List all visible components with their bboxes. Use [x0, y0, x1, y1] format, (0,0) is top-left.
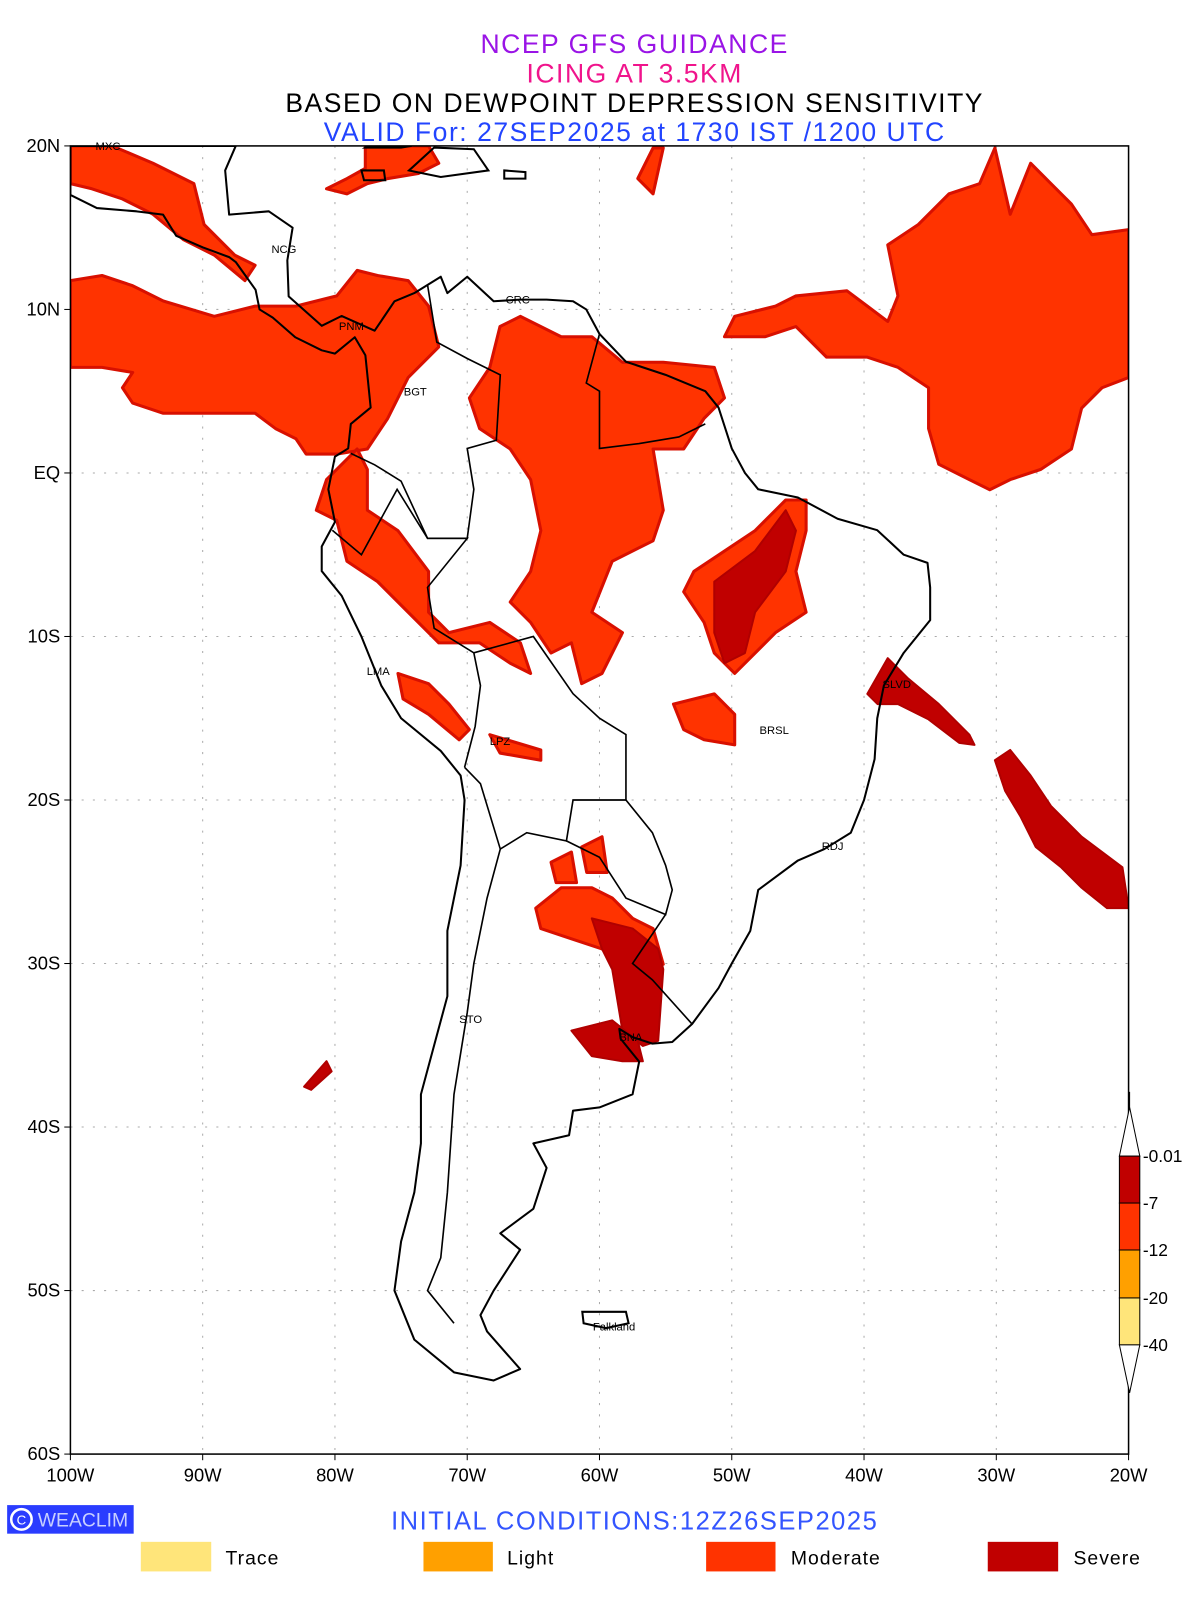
intensity-legend: Trace Light Moderate Severe: [140, 1541, 1141, 1572]
city-label: STO: [459, 1014, 482, 1026]
colorbar-label: -20: [1143, 1288, 1168, 1308]
lon-tick-label: 30W: [977, 1465, 1015, 1486]
legend-label-trace: Trace: [226, 1547, 280, 1569]
moderate-icing-area: [467, 314, 727, 686]
copyright-icon: [9, 1507, 33, 1531]
legend-swatch-moderate: [706, 1541, 776, 1572]
moderate-icing-area: [671, 692, 737, 747]
initial-conditions: INITIAL CONDITIONS:12Z26SEP2025: [391, 1508, 878, 1536]
country-border: [463, 635, 627, 851]
legend-swatch-trace: [140, 1541, 212, 1572]
lon-tick-label: 90W: [184, 1465, 222, 1486]
colorbar-label: -0.01: [1143, 1146, 1182, 1166]
city-label: BNA: [619, 1032, 643, 1044]
coastlines: [70, 145, 932, 1382]
lon-tick-label: 80W: [316, 1465, 354, 1486]
moderate-icing-area: [70, 145, 257, 283]
severe-icing-area: [303, 1060, 333, 1091]
lat-tick-label: 30S: [28, 953, 61, 974]
logo-text: WEACLIM: [38, 1510, 128, 1532]
moderate-icing-area: [722, 146, 1129, 492]
colorbar-light: [1118, 1249, 1141, 1299]
island-coastline: [581, 1310, 630, 1330]
city-label: BGT: [404, 386, 427, 398]
title-line-3: BASED ON DEWPOINT DEPRESSION SENSITIVITY: [285, 88, 984, 118]
moderate-icing-area: [314, 447, 533, 675]
island-coastline: [360, 169, 387, 182]
lon-tick-label: 100W: [46, 1465, 95, 1486]
title-line-4: VALID For: 27SEP2025 at 1730 IST /1200 U…: [324, 117, 946, 147]
country-border: [585, 333, 706, 450]
city-label: Falkland: [593, 1322, 635, 1334]
colorbar-label: -12: [1143, 1240, 1168, 1260]
country-border: [350, 284, 502, 540]
lat-tick-label: 20N: [27, 135, 61, 156]
legend-swatch-severe: [987, 1541, 1059, 1572]
moderate-icing-area: [549, 850, 579, 885]
severe-icing-area: [570, 1019, 644, 1063]
country-border: [631, 914, 693, 1025]
colorbar-moderate: [1118, 1202, 1141, 1251]
colorbar-label: -7: [1143, 1193, 1158, 1213]
colorbar-severe: [1118, 1155, 1141, 1204]
lat-tick-label: 20S: [28, 789, 61, 810]
svg-text:C: C: [17, 1512, 27, 1527]
colorbar-bottom-arrow: [1118, 1344, 1141, 1393]
city-label: PNM: [339, 321, 364, 333]
legend-label-severe: Severe: [1073, 1547, 1141, 1569]
moderate-icing-area: [488, 733, 543, 762]
city-labels: MXC NCG PNM CRC BGT LMA LPZ BRSL SLVD RDJ STO BNA Fa…: [96, 141, 911, 1334]
title-line-1: NCEP GFS GUIDANCE: [480, 29, 788, 59]
colorbar: -0.01 -7 -12 -20 -40: [1118, 1091, 1182, 1393]
city-label: RDJ: [822, 841, 844, 853]
city-label: LMA: [367, 666, 391, 678]
severe-icing-area: [993, 748, 1129, 910]
moderate-icing-area: [636, 146, 665, 196]
legend-label-light: Light: [507, 1547, 554, 1569]
lon-tick-label: 20W: [1110, 1465, 1148, 1486]
icing-areas: [70, 145, 1129, 1091]
severe-icing-area: [713, 509, 797, 665]
lon-tick-label: 50W: [713, 1465, 751, 1486]
lon-tick-label: 40W: [845, 1465, 883, 1486]
island-coastline: [406, 146, 491, 179]
severe-icing-area: [866, 657, 976, 746]
lat-tick-label: 10S: [28, 626, 61, 647]
city-label: SLVD: [883, 679, 911, 691]
legend-swatch-light: [423, 1541, 493, 1572]
weaclim-logo: C WEACLIM: [7, 1505, 134, 1534]
island-coastline: [361, 145, 412, 149]
lon-tick-label: 70W: [448, 1465, 486, 1486]
moderate-icing-area: [70, 268, 441, 456]
lat-tick-label: 50S: [28, 1280, 61, 1301]
colorbar-trace: [1118, 1297, 1141, 1346]
country-border: [566, 799, 674, 916]
moderate-icing-area: [396, 671, 471, 742]
city-label: LPZ: [490, 736, 511, 748]
city-label: NCG: [271, 244, 296, 256]
city-label: MXC: [96, 141, 121, 153]
lat-tick-label: 10N: [27, 299, 61, 320]
south-america-coastline: [70, 145, 932, 1382]
colorbar-top-arrow: [1118, 1107, 1141, 1157]
title-line-2: ICING AT 3.5KM: [526, 59, 742, 89]
lat-tick-label: 40S: [28, 1116, 61, 1137]
country-border: [331, 487, 482, 768]
city-label: BRSL: [760, 725, 789, 737]
lat-tick-label: 60S: [28, 1443, 61, 1464]
country-border: [426, 848, 502, 1324]
colorbar-label: -40: [1143, 1335, 1168, 1355]
lon-tick-label: 60W: [581, 1465, 619, 1486]
island-coastline: [503, 169, 527, 180]
legend-label-moderate: Moderate: [791, 1547, 881, 1569]
severe-icing-area: [590, 917, 665, 1047]
city-label: CRC: [506, 295, 530, 307]
lat-tick-label: EQ: [34, 462, 61, 483]
